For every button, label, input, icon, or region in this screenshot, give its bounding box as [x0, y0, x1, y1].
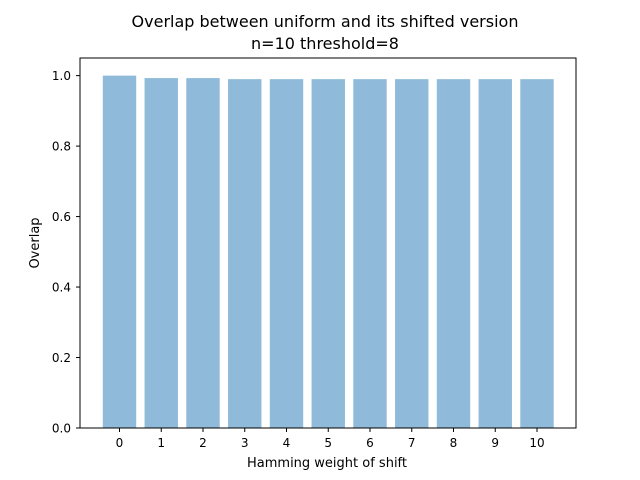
- y-tick-label-0.2: 0.2: [52, 351, 71, 365]
- bar-10: [520, 79, 554, 428]
- bar-3: [228, 79, 262, 428]
- x-tick-label-9: 9: [491, 436, 499, 450]
- x-tick-label-8: 8: [450, 436, 458, 450]
- y-tick-label-0.6: 0.6: [52, 210, 71, 224]
- bar-4: [269, 79, 304, 428]
- bar-9: [478, 79, 512, 428]
- y-axis-label: Overlap: [28, 217, 43, 268]
- x-axis-label: Hamming weight of shift: [247, 456, 407, 471]
- x-tick-label-3: 3: [241, 436, 249, 450]
- y-tick-label-0.8: 0.8: [52, 140, 71, 154]
- bars: [102, 75, 554, 429]
- bar-7: [395, 79, 429, 428]
- plot-frame: [79, 57, 577, 429]
- x-tick-label-5: 5: [324, 436, 332, 450]
- y-axis-ticks: 0.0 0.2 0.4 0.6 0.8 1.0: [52, 69, 80, 436]
- y-tick-label-0.4: 0.4: [52, 281, 71, 295]
- x-tick-label-1: 1: [157, 436, 165, 450]
- y-tick-label-1.0: 1.0: [52, 69, 71, 83]
- x-axis-ticks: 0 1 2 3 4 5 6 7 8 9 10: [116, 428, 545, 450]
- x-tick-label-0: 0: [116, 436, 124, 450]
- chart-title-line1: Overlap between uniform and its shifted …: [132, 12, 519, 31]
- x-tick-label-10: 10: [529, 436, 544, 450]
- bar-5: [311, 79, 345, 428]
- bar-8: [436, 79, 471, 428]
- x-tick-label-4: 4: [283, 436, 291, 450]
- x-tick-label-6: 6: [366, 436, 374, 450]
- y-tick-label-0.0: 0.0: [52, 422, 71, 436]
- x-tick-label-2: 2: [199, 436, 207, 450]
- bar-1: [144, 78, 178, 428]
- chart-title-line2: n=10 threshold=8: [251, 34, 399, 53]
- bar-0: [102, 75, 137, 429]
- chart-title: Overlap between uniform and its shifted …: [132, 12, 519, 53]
- bar-6: [353, 79, 387, 428]
- bar-2: [186, 78, 220, 428]
- x-tick-label-7: 7: [408, 436, 416, 450]
